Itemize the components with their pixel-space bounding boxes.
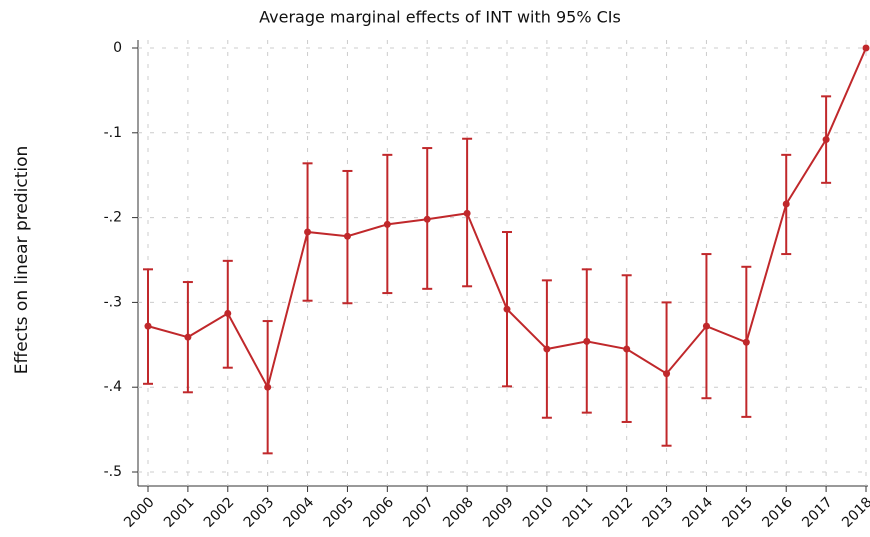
y-tick-label: -.2: [104, 210, 122, 226]
point: [184, 333, 192, 341]
point: [543, 345, 551, 353]
point: [623, 345, 631, 353]
point: [583, 337, 591, 345]
y-tick-label: 0: [113, 40, 122, 56]
point: [742, 338, 750, 346]
point: [782, 200, 790, 208]
y-tick-label: -.1: [104, 125, 122, 141]
point: [423, 215, 431, 223]
point: [383, 220, 391, 228]
y-tick-label: -.5: [104, 464, 122, 480]
point: [663, 370, 671, 378]
point: [304, 228, 312, 236]
point: [702, 322, 710, 330]
point: [144, 322, 152, 330]
chart-title: Average marginal effects of INT with 95%…: [259, 8, 621, 27]
point: [822, 136, 830, 144]
point: [264, 383, 272, 391]
point: [343, 232, 351, 240]
y-tick-label: -.3: [104, 294, 122, 310]
y-axis-label: Effects on linear prediction: [12, 146, 32, 375]
point: [503, 305, 511, 313]
point: [463, 209, 471, 217]
point: [224, 309, 232, 317]
point: [862, 44, 870, 52]
y-tick-label: -.4: [104, 379, 123, 395]
